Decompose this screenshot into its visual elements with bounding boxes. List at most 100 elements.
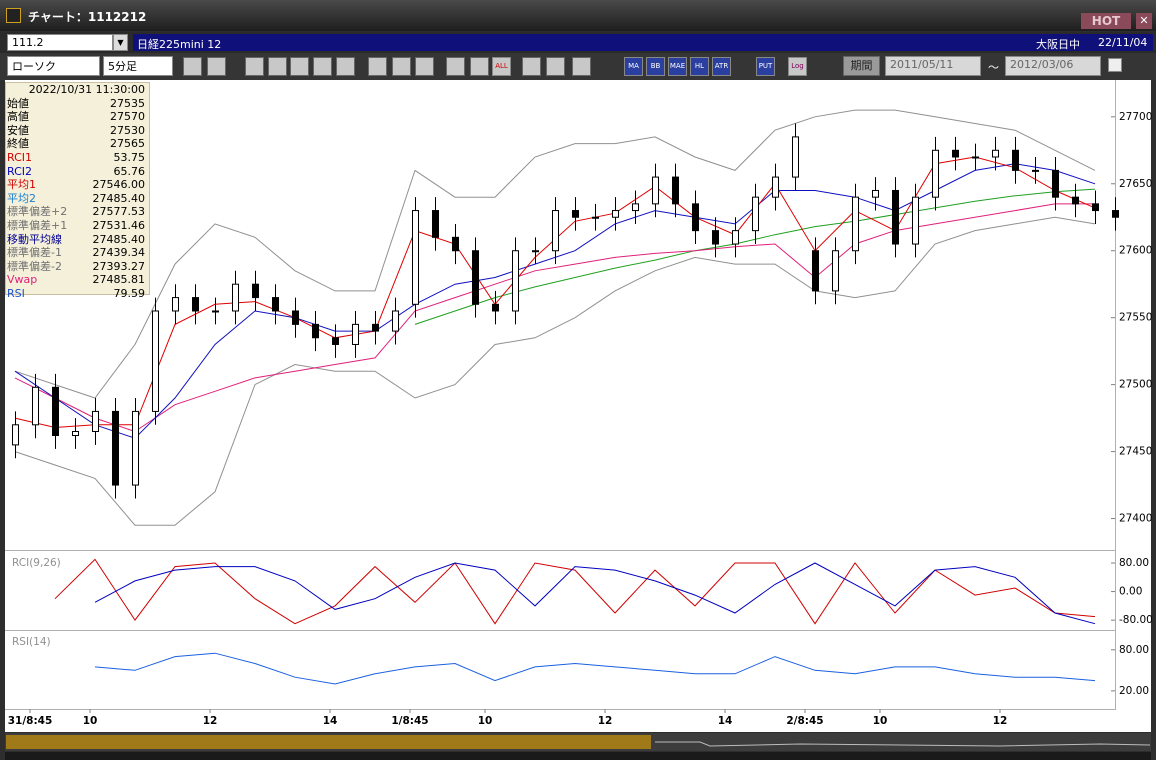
- code-input[interactable]: 111.2: [7, 34, 113, 51]
- tool-icon[interactable]: [470, 57, 489, 76]
- candle-body: [792, 136, 799, 178]
- info-value: 27530: [110, 123, 145, 137]
- code-dropdown[interactable]: ▼: [113, 34, 128, 51]
- candle-body: [192, 297, 199, 312]
- candle-body: [1112, 210, 1119, 218]
- scrollbar-preview: [655, 741, 1151, 747]
- candle-body: [672, 176, 679, 205]
- info-label: 始値: [7, 96, 29, 110]
- tool-button[interactable]: BB: [646, 57, 665, 76]
- x-tick-label: 10: [873, 715, 888, 727]
- candle-body: [52, 386, 59, 437]
- candle-body: [972, 156, 979, 159]
- product-name: 日経225mini 12: [137, 38, 222, 51]
- candle-body: [652, 176, 659, 205]
- info-row: 標準偏差-1 27439.34: [6, 246, 149, 260]
- candle-body: [592, 216, 599, 219]
- product-bar: [133, 34, 1153, 51]
- close-button[interactable]: ✕: [1136, 13, 1152, 29]
- candle-body: [572, 210, 579, 218]
- tool-icon[interactable]: [572, 57, 591, 76]
- to-date[interactable]: 2012/03/06: [1005, 56, 1101, 76]
- tool-icon[interactable]: [268, 57, 287, 76]
- tool-icon[interactable]: [207, 57, 226, 76]
- info-value: 27485.40: [92, 191, 146, 205]
- candle-body: [1052, 169, 1059, 198]
- candle-body: [472, 250, 479, 305]
- x-tick-label: 1/8:45: [391, 715, 428, 727]
- x-tick-label: 14: [323, 715, 338, 727]
- y-tick-label: 27550: [1119, 312, 1152, 324]
- tool-button[interactable]: ALL: [492, 57, 511, 76]
- tool-icon[interactable]: [245, 57, 264, 76]
- tool-button[interactable]: HL: [690, 57, 709, 76]
- status-strip: [5, 752, 1151, 760]
- interval-select[interactable]: 5分足: [103, 56, 173, 76]
- tool-icon[interactable]: [290, 57, 309, 76]
- tool-icon[interactable]: [415, 57, 434, 76]
- tool-icon[interactable]: [522, 57, 541, 76]
- info-row: 安値 27530: [6, 124, 149, 138]
- info-label: 高値: [7, 110, 29, 124]
- tool-icon[interactable]: [446, 57, 465, 76]
- info-label: 平均2: [7, 191, 36, 205]
- from-date[interactable]: 2011/05/11: [885, 56, 981, 76]
- y-tick-label: 27700: [1119, 111, 1152, 123]
- checkbox[interactable]: [1108, 58, 1122, 72]
- panel-title: RCI(9,26): [12, 557, 61, 569]
- candle-body: [132, 410, 139, 486]
- x-tick-label: 10: [478, 715, 493, 727]
- info-value: 53.75: [113, 150, 146, 164]
- candle-body: [232, 283, 239, 312]
- info-row: 高値 27570: [6, 110, 149, 124]
- tool-button[interactable]: ATR: [712, 57, 731, 76]
- series-line: [94, 562, 1096, 625]
- candle-body: [752, 196, 759, 232]
- tool-icon[interactable]: [546, 57, 565, 76]
- info-time: 2022/10/31 11:30:00: [28, 83, 145, 96]
- series-line: [94, 652, 1096, 685]
- tool-icon[interactable]: [368, 57, 387, 76]
- tool-icon[interactable]: [183, 57, 202, 76]
- info-row: RSI 79.59: [6, 287, 149, 301]
- candle-body: [912, 196, 919, 245]
- info-row: Vwap 27485.81: [6, 273, 149, 287]
- tool-button[interactable]: MA: [624, 57, 643, 76]
- info-label: RSI: [7, 286, 25, 300]
- tool-button[interactable]: MAE: [668, 57, 687, 76]
- candle-body: [732, 230, 739, 245]
- chart-type-select[interactable]: ローソク: [7, 56, 100, 76]
- candle-body: [612, 210, 619, 218]
- info-value: 27546.00: [92, 178, 146, 192]
- candle-body: [412, 210, 419, 305]
- period-button[interactable]: 期間: [843, 56, 880, 76]
- hot-button[interactable]: HOT: [1081, 13, 1131, 29]
- tool-icon[interactable]: [336, 57, 355, 76]
- x-tick-label: 12: [598, 715, 613, 727]
- tool-button[interactable]: PUT: [756, 57, 775, 76]
- window-title: チャート：1112212: [28, 10, 147, 24]
- candle-body: [852, 196, 859, 252]
- candle-body: [392, 310, 399, 332]
- info-value: 27485.40: [92, 232, 146, 246]
- chart-area: 27400 27450 27500 27550 27600 27650 27700 31/8:…: [5, 80, 1153, 760]
- info-panel: 2022/10/31 11:30:00 始値 27535 高値 27570 安値 2753…: [5, 82, 150, 300]
- info-label: RCI1: [7, 150, 33, 164]
- x-tick-label: 12: [203, 715, 218, 727]
- info-value: 27485.81: [92, 273, 146, 287]
- info-row: 終値 27565: [6, 137, 149, 151]
- candle-body: [872, 189, 879, 198]
- tool-icon[interactable]: [392, 57, 411, 76]
- tool-icon[interactable]: [313, 57, 332, 76]
- market-name: 大阪日中: [1036, 38, 1080, 51]
- y-tick-label: 0.00: [1119, 586, 1142, 598]
- scrollbar-thumb[interactable]: [6, 735, 651, 749]
- candle-body: [372, 323, 379, 332]
- candle-body: [552, 210, 559, 252]
- x-tick-label: 10: [83, 715, 98, 727]
- candle-body: [512, 250, 519, 312]
- x-tick-label: 14: [718, 715, 733, 727]
- candle-body: [892, 189, 899, 245]
- tool-button[interactable]: Log: [788, 57, 807, 76]
